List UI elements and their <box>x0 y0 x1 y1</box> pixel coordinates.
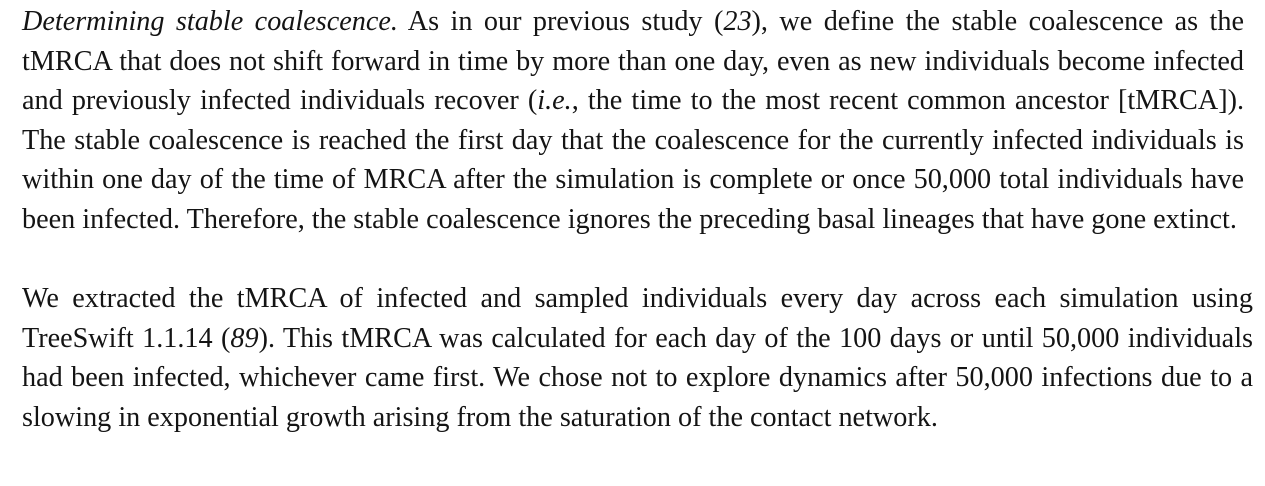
section-heading-inline: Determining stable coalescence. <box>22 6 398 37</box>
paragraph-stable-coalescence: Determining stable coalescence. As in ou… <box>22 2 1244 240</box>
paragraph-text: We extracted the tMRCA of infected and s… <box>22 283 1253 354</box>
paragraph-text: , the time to the most recent common anc… <box>22 85 1245 235</box>
paragraph-text: ), we define the stable coalescence as t… <box>22 6 1244 117</box>
italic-abbreviation: i.e. <box>537 85 572 117</box>
paragraph-text: As in our previous study ( <box>397 6 724 37</box>
citation-ref[interactable]: 23 <box>723 6 752 37</box>
citation-ref[interactable]: 89 <box>230 322 259 354</box>
paragraph-tmrca-extraction: We extracted the tMRCA of infected and s… <box>22 279 1253 437</box>
document-body: Determining stable coalescence. As in ou… <box>22 2 1253 438</box>
paragraph-text: ). This tMRCA was calculated for each da… <box>22 322 1253 433</box>
